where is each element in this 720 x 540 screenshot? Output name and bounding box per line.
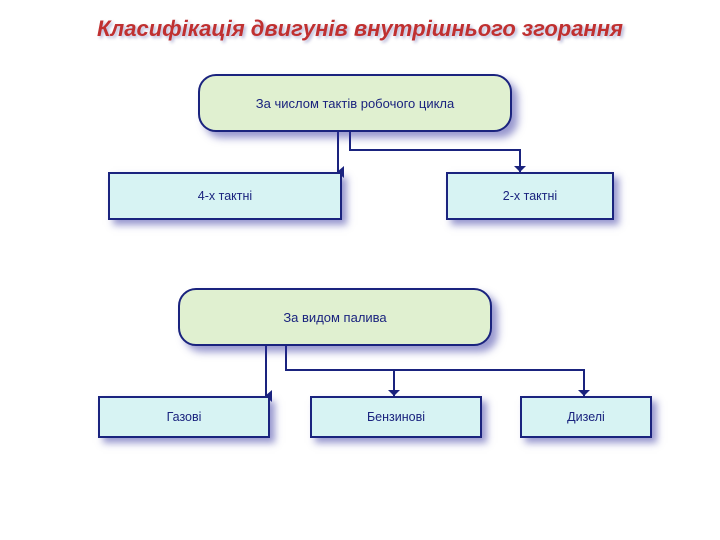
- child-node: 2-х тактні: [446, 172, 614, 220]
- child-node: Газові: [98, 396, 270, 438]
- connector-line: [394, 370, 584, 396]
- child-node-label: 4-х тактні: [198, 189, 252, 203]
- parent-node-label: За видом палива: [283, 310, 386, 325]
- child-node-label: 2-х тактні: [503, 189, 557, 203]
- child-node-label: Газові: [167, 410, 202, 424]
- child-node: 4-х тактні: [108, 172, 342, 220]
- parent-node: За числом тактів робочого цикла: [198, 74, 512, 132]
- parent-node-label: За числом тактів робочого цикла: [256, 96, 454, 111]
- connector-line: [286, 342, 394, 396]
- page-title: Класифікація двигунів внутрішнього згора…: [0, 16, 720, 42]
- connector-line: [350, 128, 520, 172]
- child-node-label: Бензинові: [367, 410, 425, 424]
- child-node: Дизелі: [520, 396, 652, 438]
- child-node: Бензинові: [310, 396, 482, 438]
- parent-node: За видом палива: [178, 288, 492, 346]
- child-node-label: Дизелі: [567, 410, 605, 424]
